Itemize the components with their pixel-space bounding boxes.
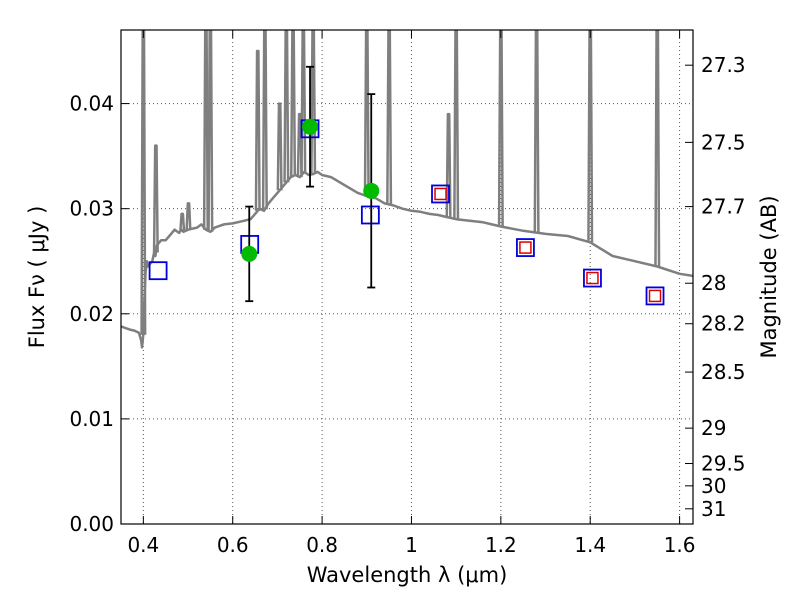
emission-line-spike — [185, 202, 192, 230]
emission-line-spike — [152, 144, 159, 253]
emission-line-spike — [179, 212, 186, 231]
x-axis-label: Wavelength λ (μm) — [307, 563, 508, 587]
mag-tick-label: 28.2 — [701, 312, 746, 336]
y-tick-label: 0.03 — [69, 197, 114, 221]
mag-tick-label: 27.5 — [701, 130, 746, 154]
predicted-marker — [434, 187, 447, 201]
emission-line-spike — [497, 30, 504, 227]
emission-line-spike — [310, 30, 317, 175]
plot-area — [121, 30, 693, 349]
y-tick-label: 0.00 — [69, 512, 114, 536]
predicted-marker — [519, 241, 532, 254]
emission-line-spike — [654, 30, 661, 267]
mag-tick-label: 31 — [701, 497, 726, 521]
model-band-marker — [645, 286, 665, 306]
mag-tick-label: 28.5 — [701, 360, 746, 384]
y-tick-label: 0.02 — [69, 302, 114, 326]
predicted-marker — [648, 289, 662, 303]
mag-tick-label: 28 — [701, 271, 726, 295]
emission-line-spike — [290, 30, 297, 177]
emission-line-spike — [363, 30, 370, 197]
plot-frame — [120, 29, 694, 525]
model-band-marker — [431, 184, 450, 204]
mag-tick-label: 29.5 — [701, 452, 746, 476]
mag-tick-label: 30 — [701, 474, 726, 498]
x-tick-label: 1 — [405, 533, 418, 557]
observed-point — [363, 182, 380, 199]
x-tick-label: 1.4 — [574, 533, 606, 557]
observed-point — [302, 118, 319, 135]
ticks: 0.4 0.6 0.8 1 1.2 1.4 1.6 0.00 0.01 0.02 0.03 0.04 2… — [69, 30, 746, 557]
model-band-marker — [583, 268, 602, 288]
model-band-marker — [516, 238, 535, 257]
emission-line-spike — [261, 30, 268, 210]
emission-line-spike — [587, 30, 594, 243]
y-tick-label: 0.01 — [69, 407, 114, 431]
y-tick-label: 0.04 — [69, 92, 114, 116]
mag-tick-label: 27.3 — [701, 53, 746, 77]
emission-line-spike — [207, 30, 214, 232]
y2-axis-label: Magnitude (AB) — [757, 195, 781, 358]
emission-line-spike — [283, 30, 290, 183]
mag-tick-label: 29 — [701, 416, 726, 440]
x-tick-label: 0.6 — [217, 533, 249, 557]
x-tick-label: 0.8 — [306, 533, 338, 557]
x-tick-label: 0.4 — [127, 533, 159, 557]
x-tick-label: 1.6 — [664, 533, 696, 557]
x-tick-label: 1.2 — [485, 533, 517, 557]
emission-line-spike — [140, 30, 147, 335]
emission-line-spike — [276, 102, 283, 191]
emission-line-spike — [202, 30, 209, 230]
emission-line-spike — [453, 30, 460, 220]
emission-line-spike — [386, 30, 393, 205]
predicted-marker — [586, 271, 599, 285]
emission-line-spike — [300, 30, 307, 173]
emission-line-spike — [533, 30, 540, 233]
observed-point — [241, 245, 258, 262]
model-band-marker — [148, 261, 168, 281]
y-axis-label: Flux Fν ( μJy ) — [25, 206, 49, 349]
emission-line-spike — [254, 49, 261, 211]
mag-tick-label: 27.7 — [701, 195, 746, 219]
emission-line-spike — [445, 112, 452, 218]
